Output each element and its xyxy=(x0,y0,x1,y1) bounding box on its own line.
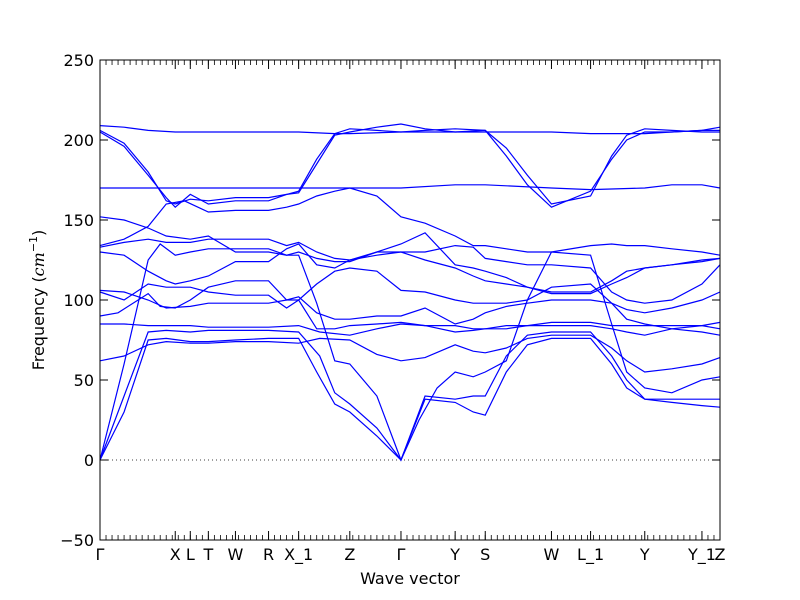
x-tick-label-1: Γ xyxy=(96,545,105,564)
phonon-band-4 xyxy=(99,334,721,373)
y-tick-label: 100 xyxy=(63,291,94,310)
x-tick-label-2: X xyxy=(170,545,181,564)
phonon-band-16 xyxy=(99,125,720,135)
x-tick-label-5: W xyxy=(228,545,244,564)
phonon-band-15 xyxy=(99,123,721,209)
x-tick-label-3: L xyxy=(186,545,195,564)
phonon-band-6 xyxy=(99,280,721,330)
y-axis-label-text: Frequency xyxy=(29,288,48,371)
phonon-band-1 xyxy=(99,337,721,462)
x-tick-label-16: Z xyxy=(715,545,726,564)
phonon-band-2 xyxy=(99,329,720,462)
x-tick-label-9: Γ xyxy=(397,545,406,564)
x-tick-label-7: X_1 xyxy=(284,545,313,565)
x-tick-label-15: Y_1 xyxy=(687,545,716,565)
x-tick-label-4: T xyxy=(202,545,213,564)
phonon-band-10 xyxy=(99,238,721,304)
x-tick-label-14: Y xyxy=(639,545,650,564)
phonon-band-13 xyxy=(100,184,721,191)
phonon-band-12 xyxy=(99,187,721,256)
y-axis-label-unit-exponent: −1 xyxy=(27,236,40,252)
y-tick-label: 0 xyxy=(84,451,94,470)
x-tick-label-11: S xyxy=(480,545,490,564)
phonon-band-11 xyxy=(99,216,721,295)
y-tick-label: 50 xyxy=(74,371,94,390)
x-tick-label-6: R xyxy=(263,545,274,564)
phonon-band-9 xyxy=(99,243,721,293)
x-tick-label-8: Z xyxy=(344,545,355,564)
phonon-band-8 xyxy=(99,267,721,336)
x-tick-label-12: W xyxy=(544,545,560,564)
y-tick-label: 250 xyxy=(63,51,94,70)
phonon-band-3 xyxy=(99,243,721,462)
y-tick-label: 150 xyxy=(63,211,94,230)
x-tick-label-13: L_1 xyxy=(577,545,604,565)
phonon-band-5 xyxy=(100,321,721,336)
y-tick-label: 200 xyxy=(63,131,94,150)
x-tick-label-10: Y xyxy=(449,545,460,564)
phonon-band-7 xyxy=(99,289,721,325)
x-axis-label: Wave vector xyxy=(360,569,460,588)
y-tick-label: −50 xyxy=(60,531,94,550)
y-axis-label: Frequency (cm−1) xyxy=(27,230,48,371)
y-axis-label-unit: cm xyxy=(29,252,48,276)
phonon-band-14 xyxy=(99,128,720,205)
